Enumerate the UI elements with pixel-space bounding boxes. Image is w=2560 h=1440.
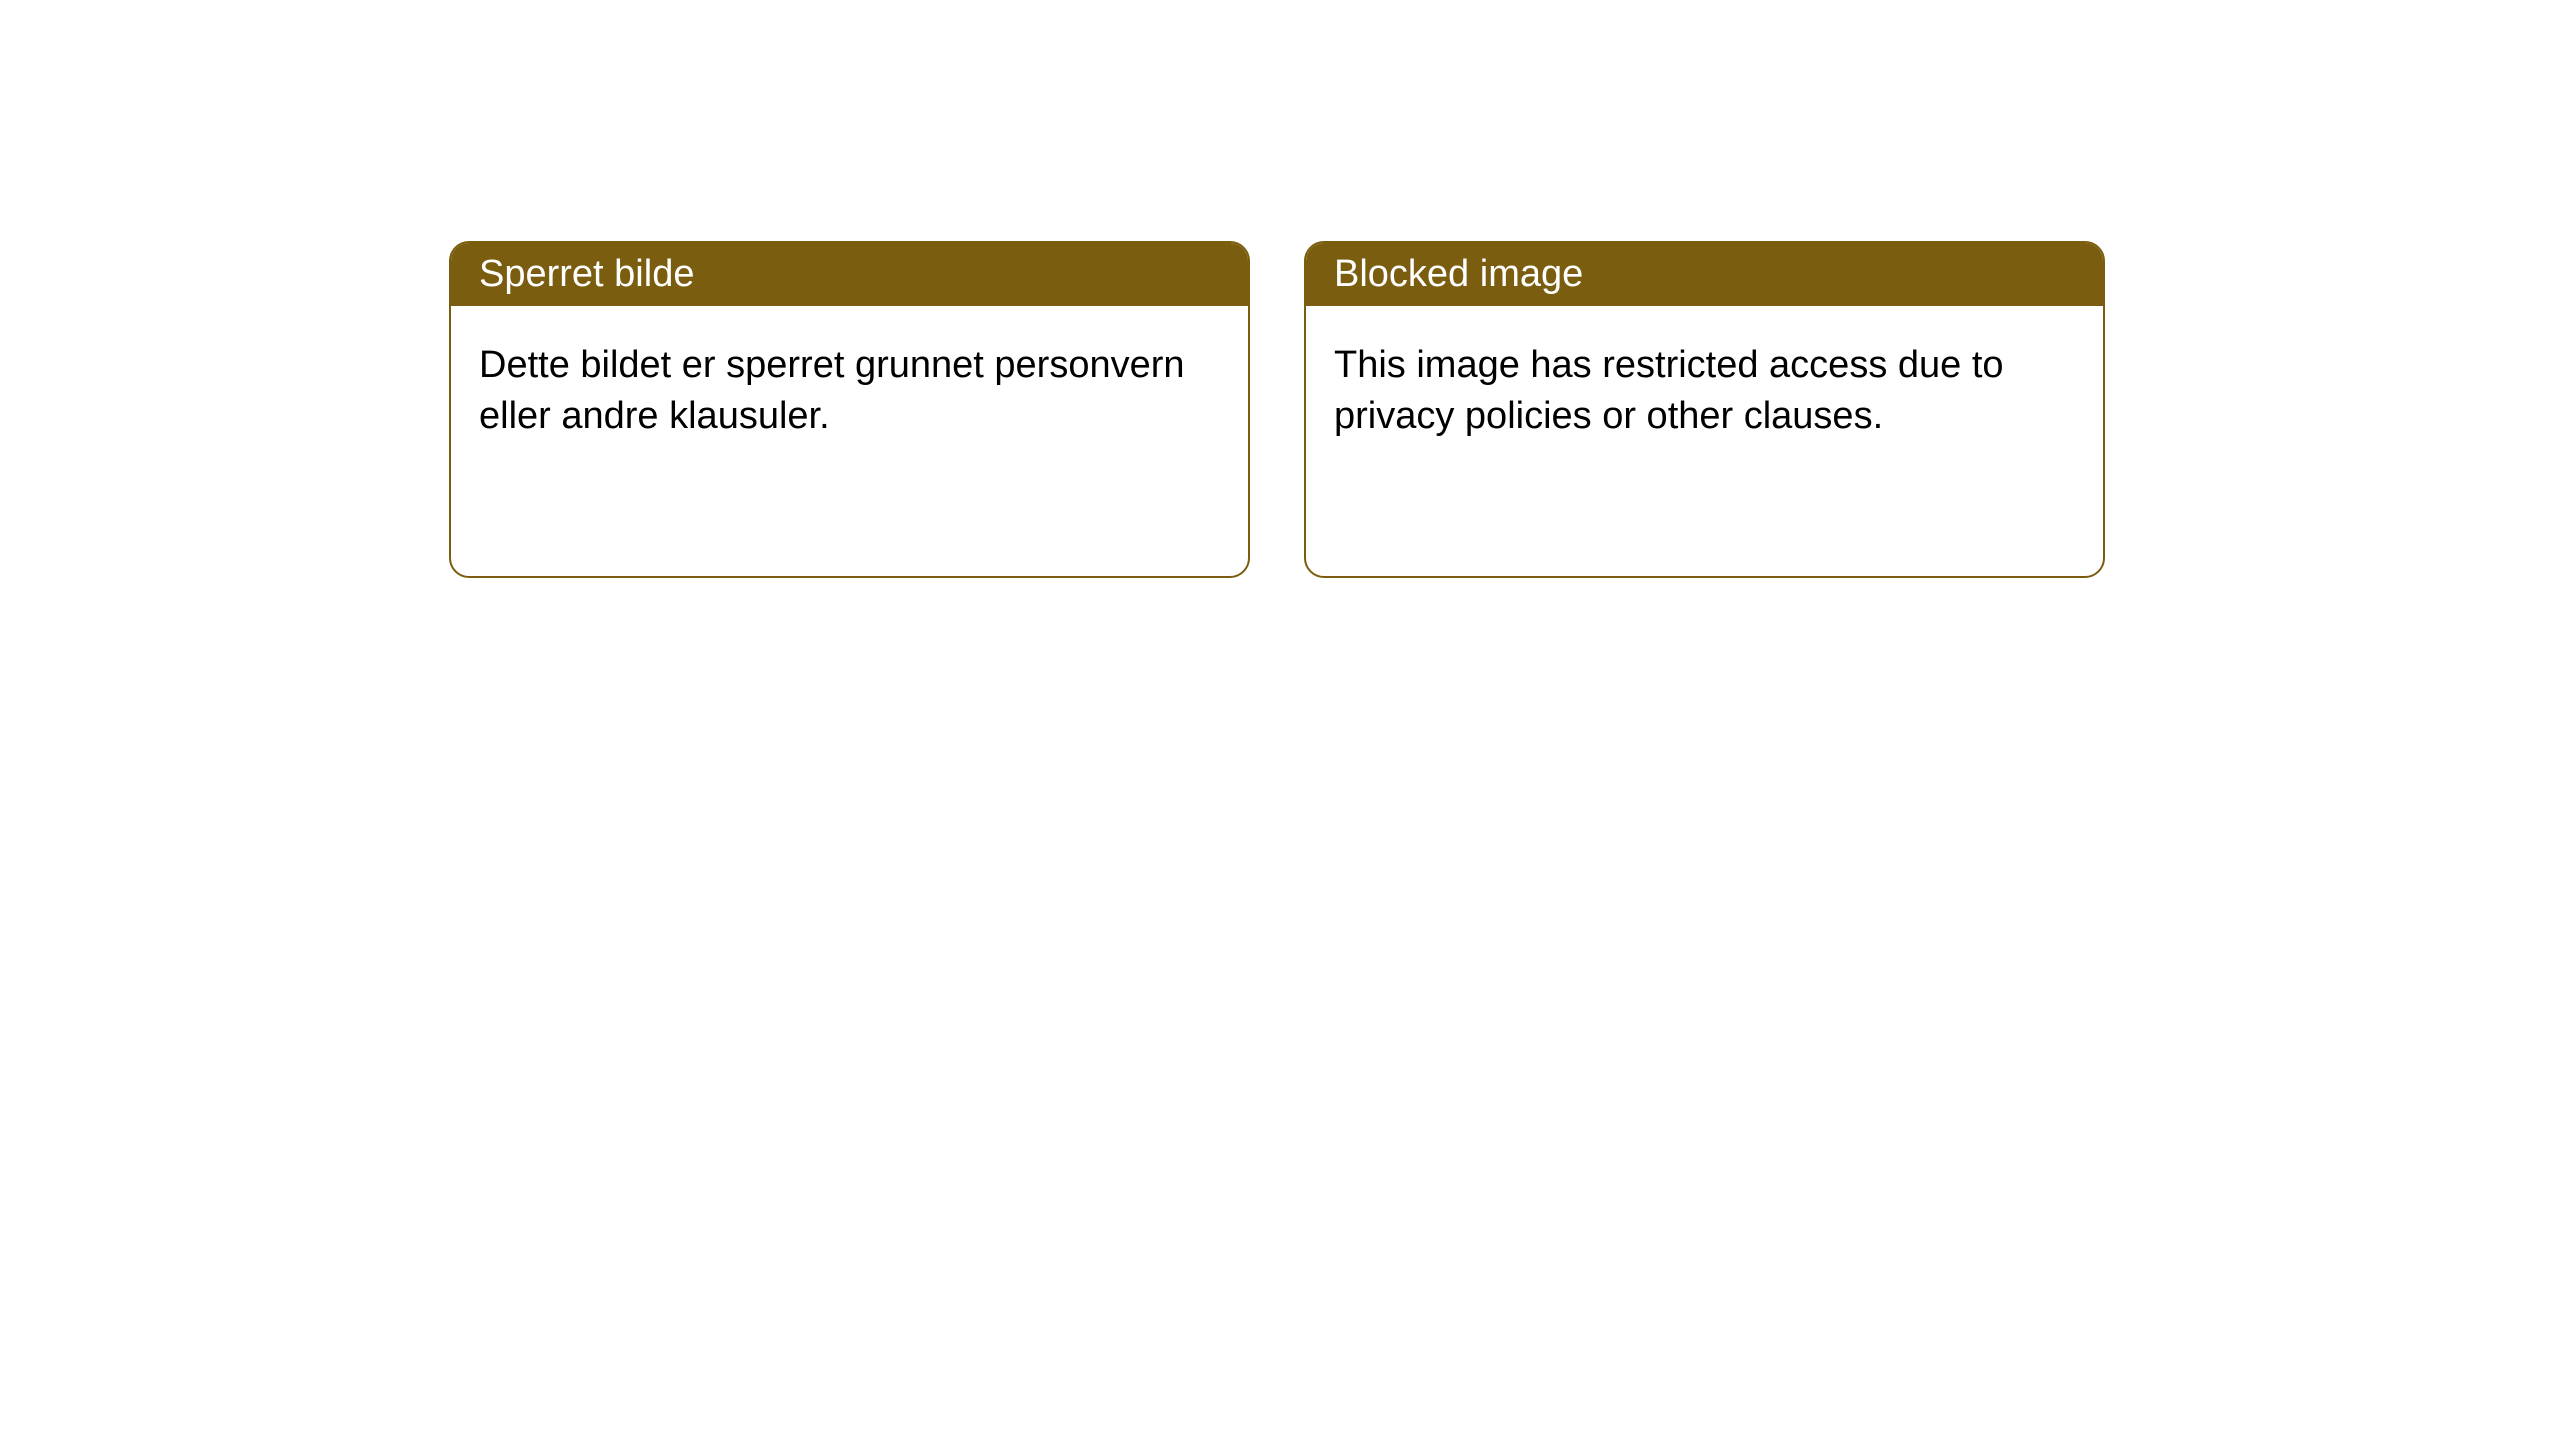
card-body: Dette bildet er sperret grunnet personve… bbox=[451, 306, 1248, 477]
card-title: Blocked image bbox=[1334, 253, 1583, 295]
card-header: Sperret bilde bbox=[451, 243, 1248, 306]
card-title: Sperret bilde bbox=[479, 253, 694, 295]
card-body: This image has restricted access due to … bbox=[1306, 306, 2103, 477]
notice-card-english: Blocked image This image has restricted … bbox=[1304, 241, 2105, 578]
card-body-text: Dette bildet er sperret grunnet personve… bbox=[479, 344, 1185, 437]
card-header: Blocked image bbox=[1306, 243, 2103, 306]
card-body-text: This image has restricted access due to … bbox=[1334, 344, 2004, 437]
notice-card-container: Sperret bilde Dette bildet er sperret gr… bbox=[0, 0, 2560, 578]
notice-card-norwegian: Sperret bilde Dette bildet er sperret gr… bbox=[449, 241, 1250, 578]
